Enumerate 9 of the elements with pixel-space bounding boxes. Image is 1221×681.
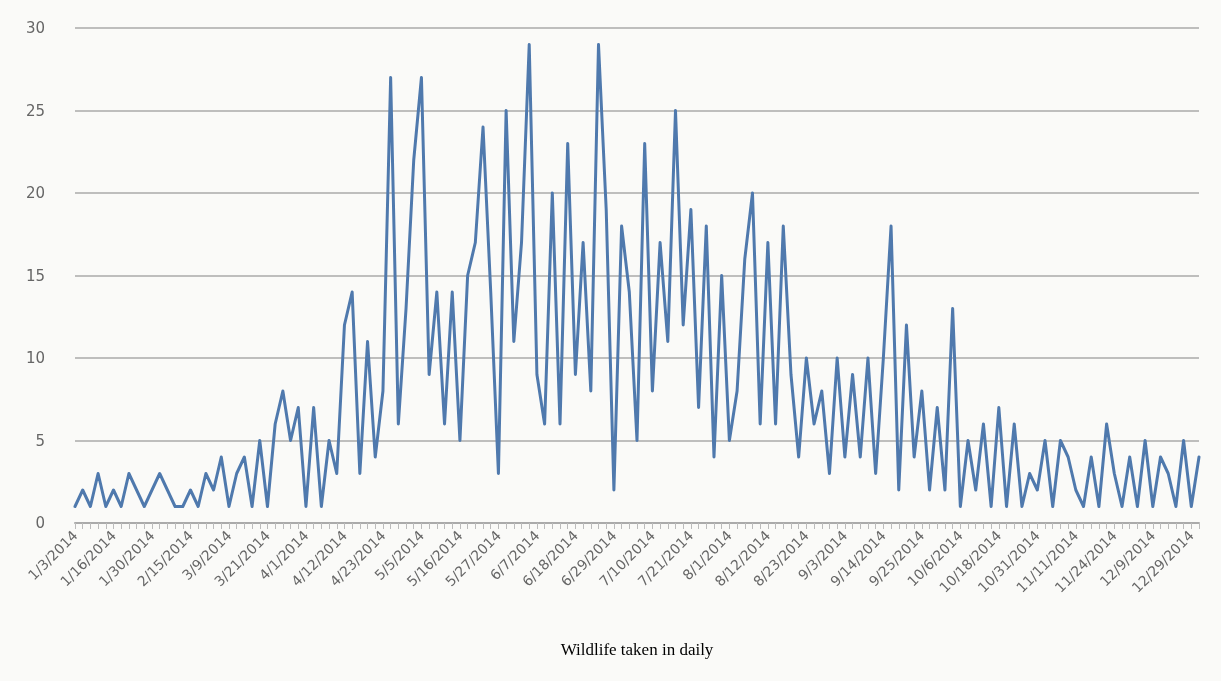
x-axis-title: Wildlife taken in daily [560, 640, 714, 659]
line-series [73, 43, 1201, 508]
y-tick-label: 5 [35, 431, 45, 450]
y-tick-label: 10 [25, 349, 45, 367]
y-tick-label: 25 [25, 101, 45, 120]
y-tick-label: 30 [25, 19, 45, 37]
y-tick-label: 15 [25, 266, 45, 285]
y-tick-label: 20 [25, 184, 45, 202]
y-tick-label: 0 [35, 514, 45, 532]
